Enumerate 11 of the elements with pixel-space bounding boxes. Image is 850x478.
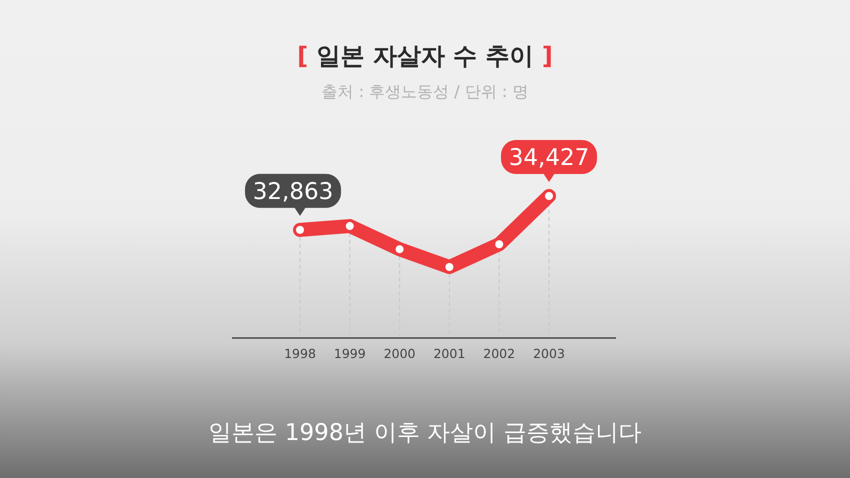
x-tick-label: 2000 bbox=[384, 346, 416, 361]
x-tick-label: 2003 bbox=[533, 346, 565, 361]
text: 일본은 1998년 이후 자살이 급증했습니다 bbox=[208, 420, 642, 446]
x-tick-label: 2001 bbox=[433, 346, 466, 361]
x-tick-label: 1999 bbox=[334, 346, 366, 361]
data-label: 32,863 bbox=[252, 178, 334, 205]
chart-subtitle: 출처 : 후생노동성 / 단위 : 명 bbox=[322, 82, 528, 101]
chart-title: [ 일본 자살자 수 추이 ] bbox=[297, 42, 553, 70]
x-tick-label: 2002 bbox=[483, 346, 516, 361]
data-label: 34,427 bbox=[508, 145, 590, 171]
x-tick-label: 1998 bbox=[284, 346, 316, 361]
